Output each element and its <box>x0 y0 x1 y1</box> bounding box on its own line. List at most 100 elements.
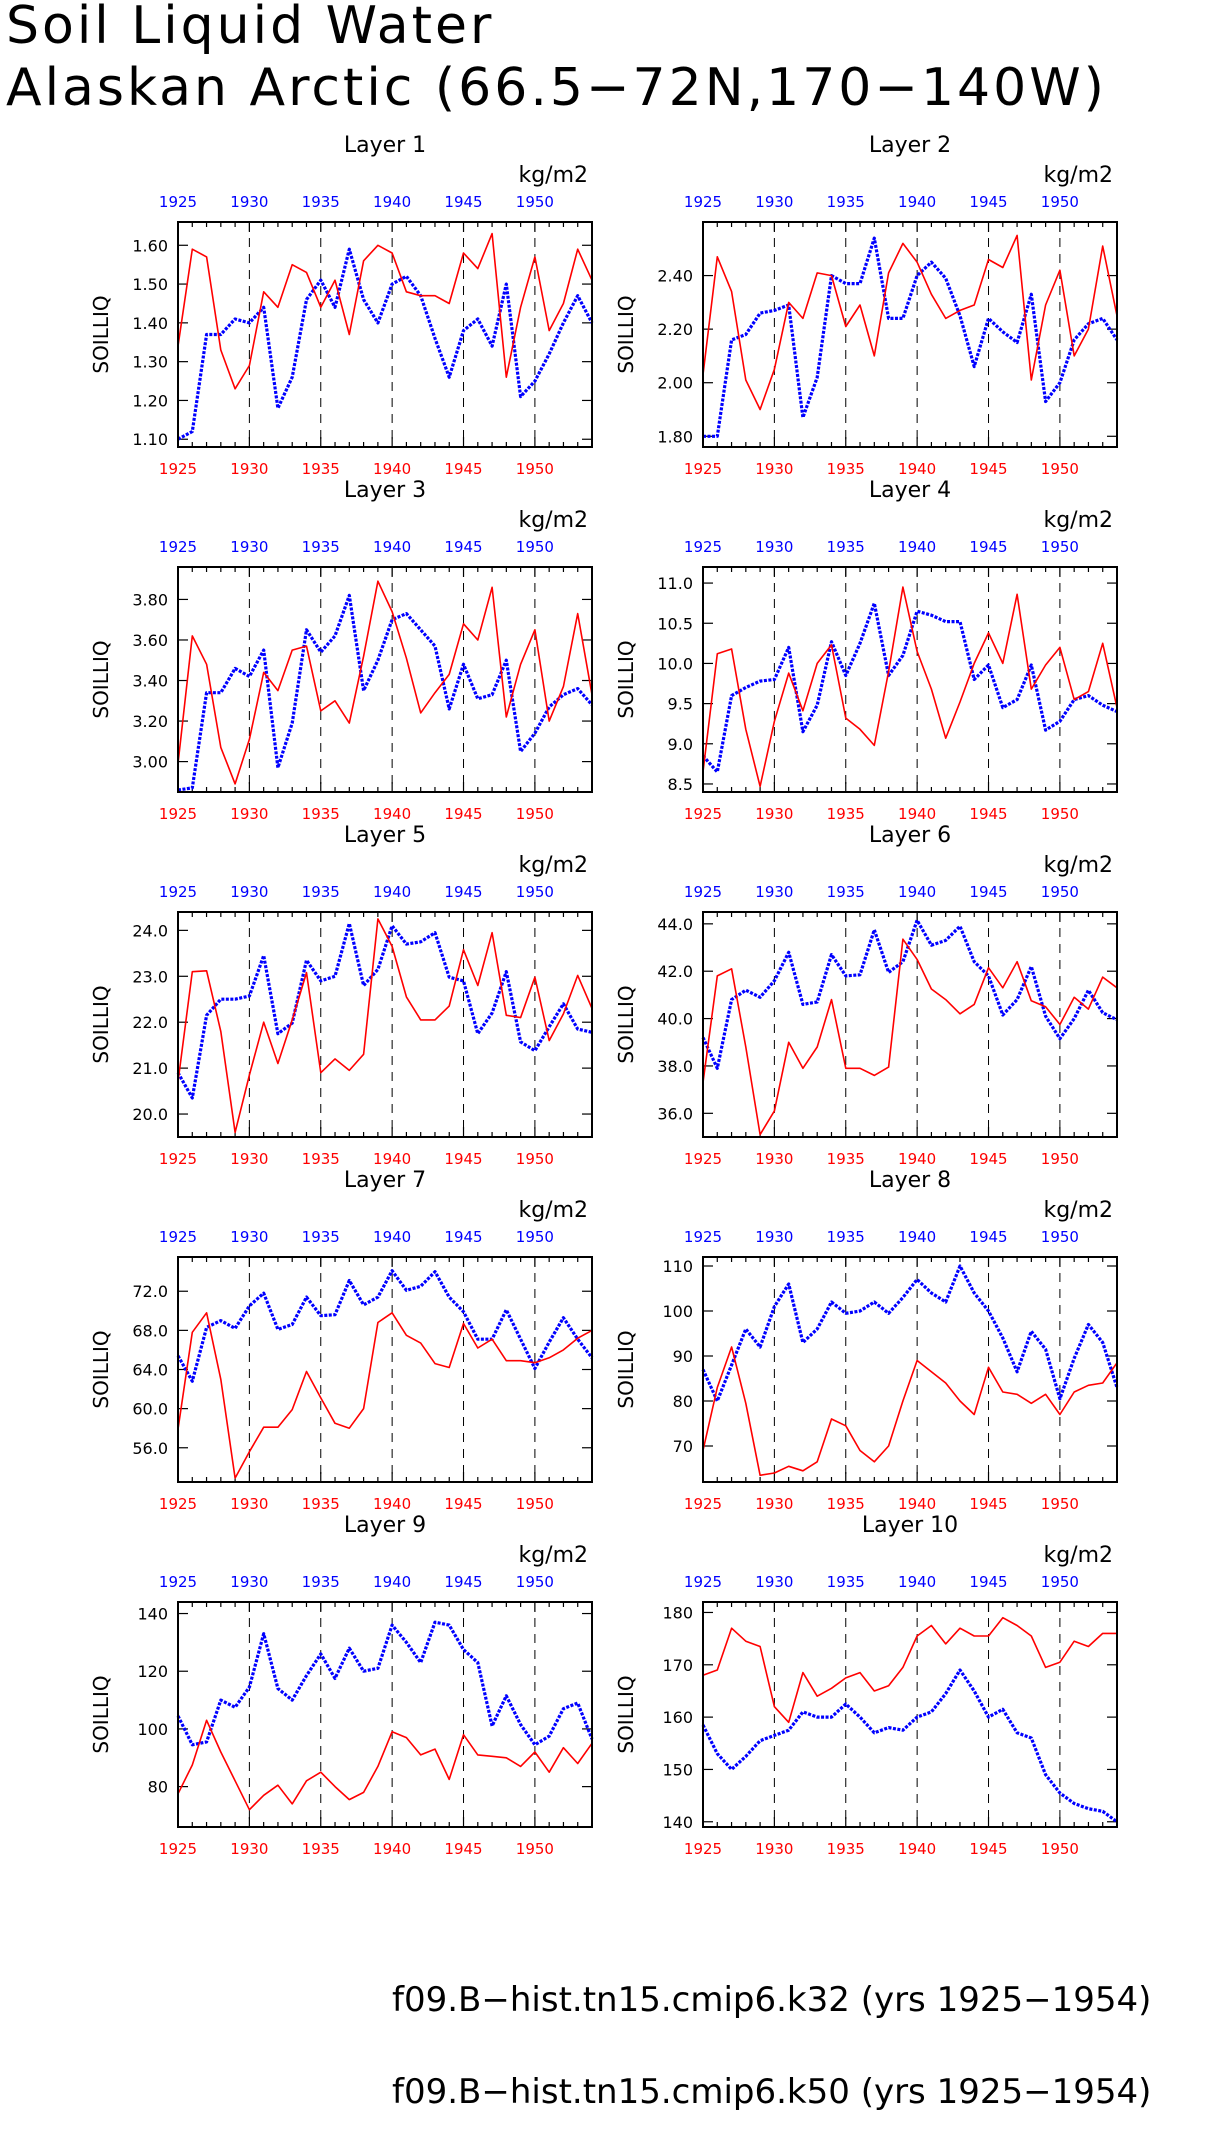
y-tick-label: 2.00 <box>657 374 693 393</box>
x-tick-label-top: 1950 <box>1041 538 1079 556</box>
x-tick-label-top: 1935 <box>302 883 340 901</box>
series-k32-line <box>177 247 594 441</box>
x-tick-label-top: 1930 <box>755 1573 793 1591</box>
y-tick-label: 1.10 <box>132 430 168 449</box>
y-axis-label: SOILLIQ <box>614 1330 638 1408</box>
y-tick-label: 170 <box>662 1656 693 1675</box>
x-tick-label-bottom: 1925 <box>684 1150 722 1168</box>
y-tick-label: 2.40 <box>657 267 693 286</box>
chart-title: Layer 2 <box>869 133 951 158</box>
chart-layer-3: Layer 3 kg/m2 SOILLIQ 1925 1925 1930 1930 1935 1… <box>89 478 594 823</box>
y-tick-label: 3.00 <box>132 753 168 772</box>
y-tick-label: 68.0 <box>132 1321 168 1340</box>
x-tick-label-bottom: 1935 <box>302 1495 340 1513</box>
chart-layer-10: Layer 10 kg/m2 SOILLIQ 1925 1925 1930 1930 1935… <box>614 1513 1118 1858</box>
x-tick-label-top: 1945 <box>969 1228 1007 1246</box>
chart-layer-9: Layer 9 kg/m2 SOILLIQ 1925 1925 1930 1930 1935 1… <box>89 1513 594 1858</box>
y-tick-label: 1.30 <box>132 353 168 372</box>
x-tick-label-bottom: 1940 <box>373 1495 411 1513</box>
x-tick-label-top: 1930 <box>755 883 793 901</box>
x-tick-label-top: 1945 <box>969 1573 1007 1591</box>
x-tick-label-bottom: 1935 <box>827 1495 865 1513</box>
legend-entry-k50: f09.B−hist.tn15.cmip6.k50 (yrs 1925−1954… <box>0 2072 1230 2142</box>
x-tick-label-bottom: 1940 <box>373 460 411 478</box>
x-tick-label-bottom: 1930 <box>755 1840 793 1858</box>
y-tick-label: 56.0 <box>132 1439 168 1458</box>
units-label: kg/m2 <box>1043 853 1113 878</box>
x-tick-label-top: 1950 <box>1041 193 1079 211</box>
x-tick-label-bottom: 1935 <box>302 1840 340 1858</box>
x-tick-label-bottom: 1950 <box>516 805 554 823</box>
y-tick-label: 1.60 <box>132 236 168 255</box>
x-tick-label-bottom: 1935 <box>827 1840 865 1858</box>
chart-layer-7: Layer 7 kg/m2 SOILLIQ 1925 1925 1930 1930 1935 1… <box>89 1168 594 1513</box>
y-tick-label: 22.0 <box>132 1013 168 1032</box>
y-tick-label: 23.0 <box>132 967 168 986</box>
x-tick-label-top: 1940 <box>898 883 936 901</box>
x-tick-label-bottom: 1940 <box>373 1840 411 1858</box>
y-axis-label: SOILLIQ <box>89 295 113 373</box>
y-tick-label: 3.40 <box>132 672 168 691</box>
x-tick-label-bottom: 1945 <box>969 460 1007 478</box>
x-tick-label-top: 1950 <box>516 193 554 211</box>
y-tick-label: 38.0 <box>657 1057 693 1076</box>
x-tick-label-bottom: 1935 <box>827 1150 865 1168</box>
series-k50-line <box>702 586 1118 788</box>
y-tick-label: 80 <box>148 1778 168 1797</box>
series-k50-line <box>702 234 1118 411</box>
x-tick-label-bottom: 1940 <box>373 1150 411 1168</box>
plot-frame <box>177 1256 593 1483</box>
x-tick-label-bottom: 1950 <box>516 460 554 478</box>
chart-layer-6: Layer 6 kg/m2 SOILLIQ 1925 1925 1930 1930 1935 1… <box>614 823 1118 1168</box>
x-tick-label-bottom: 1930 <box>230 460 268 478</box>
chart-title: Layer 9 <box>344 1513 426 1538</box>
y-tick-label: 1.80 <box>657 427 693 446</box>
x-tick-label-top: 1925 <box>159 193 197 211</box>
x-tick-label-top: 1945 <box>444 1573 482 1591</box>
x-tick-label-bottom: 1930 <box>755 805 793 823</box>
units-label: kg/m2 <box>1043 163 1113 188</box>
units-label: kg/m2 <box>1043 1543 1113 1568</box>
chart-layer-5: Layer 5 kg/m2 SOILLIQ 1925 1925 1930 1930 1935 1… <box>89 823 593 1168</box>
x-tick-label-top: 1935 <box>302 1573 340 1591</box>
legend-entry-k32: f09.B−hist.tn15.cmip6.k32 (yrs 1925−1954… <box>0 1960 1230 2020</box>
series-k32-line <box>176 1620 594 1747</box>
x-tick-label-top: 1935 <box>827 883 865 901</box>
y-tick-label: 72.0 <box>132 1282 168 1301</box>
x-tick-label-bottom: 1925 <box>684 460 722 478</box>
y-tick-label: 42.0 <box>657 962 693 981</box>
legend-label-k32: f09.B−hist.tn15.cmip6.k32 (yrs 1925−1954… <box>392 1980 1152 2020</box>
y-tick-label: 8.5 <box>668 775 693 794</box>
x-tick-label-bottom: 1940 <box>898 1495 936 1513</box>
chart-title: Layer 10 <box>862 1513 958 1538</box>
series-k50-line <box>702 938 1118 1136</box>
chart-title: Layer 7 <box>344 1168 426 1193</box>
y-tick-label: 1.40 <box>132 314 168 333</box>
series-k32-line <box>701 1264 1119 1403</box>
x-tick-label-bottom: 1940 <box>373 805 411 823</box>
x-tick-label-bottom: 1935 <box>302 1150 340 1168</box>
series-k32-line <box>701 601 1118 774</box>
figure-title-line-1: Soil Liquid Water <box>6 0 495 56</box>
y-tick-label: 3.80 <box>132 590 168 609</box>
x-tick-label-top: 1925 <box>684 193 722 211</box>
x-tick-label-top: 1945 <box>444 883 482 901</box>
x-tick-label-top: 1925 <box>684 1228 722 1246</box>
x-tick-label-top: 1935 <box>827 193 865 211</box>
x-tick-label-top: 1930 <box>230 1228 268 1246</box>
plot-frame <box>702 221 1118 448</box>
units-label: kg/m2 <box>518 508 588 533</box>
units-label: kg/m2 <box>518 163 588 188</box>
chart-title: Layer 8 <box>869 1168 951 1193</box>
y-axis-label: SOILLIQ <box>89 985 113 1063</box>
x-tick-label-bottom: 1950 <box>1041 1840 1079 1858</box>
y-tick-label: 11.0 <box>657 574 693 593</box>
x-tick-label-top: 1930 <box>755 1228 793 1246</box>
chart-title: Layer 4 <box>869 478 951 503</box>
y-tick-label: 20.0 <box>132 1105 168 1124</box>
x-tick-label-bottom: 1925 <box>159 1495 197 1513</box>
x-tick-label-top: 1940 <box>373 883 411 901</box>
x-tick-label-bottom: 1935 <box>302 460 340 478</box>
chart-title: Layer 1 <box>344 133 426 158</box>
x-tick-label-bottom: 1925 <box>159 1840 197 1858</box>
